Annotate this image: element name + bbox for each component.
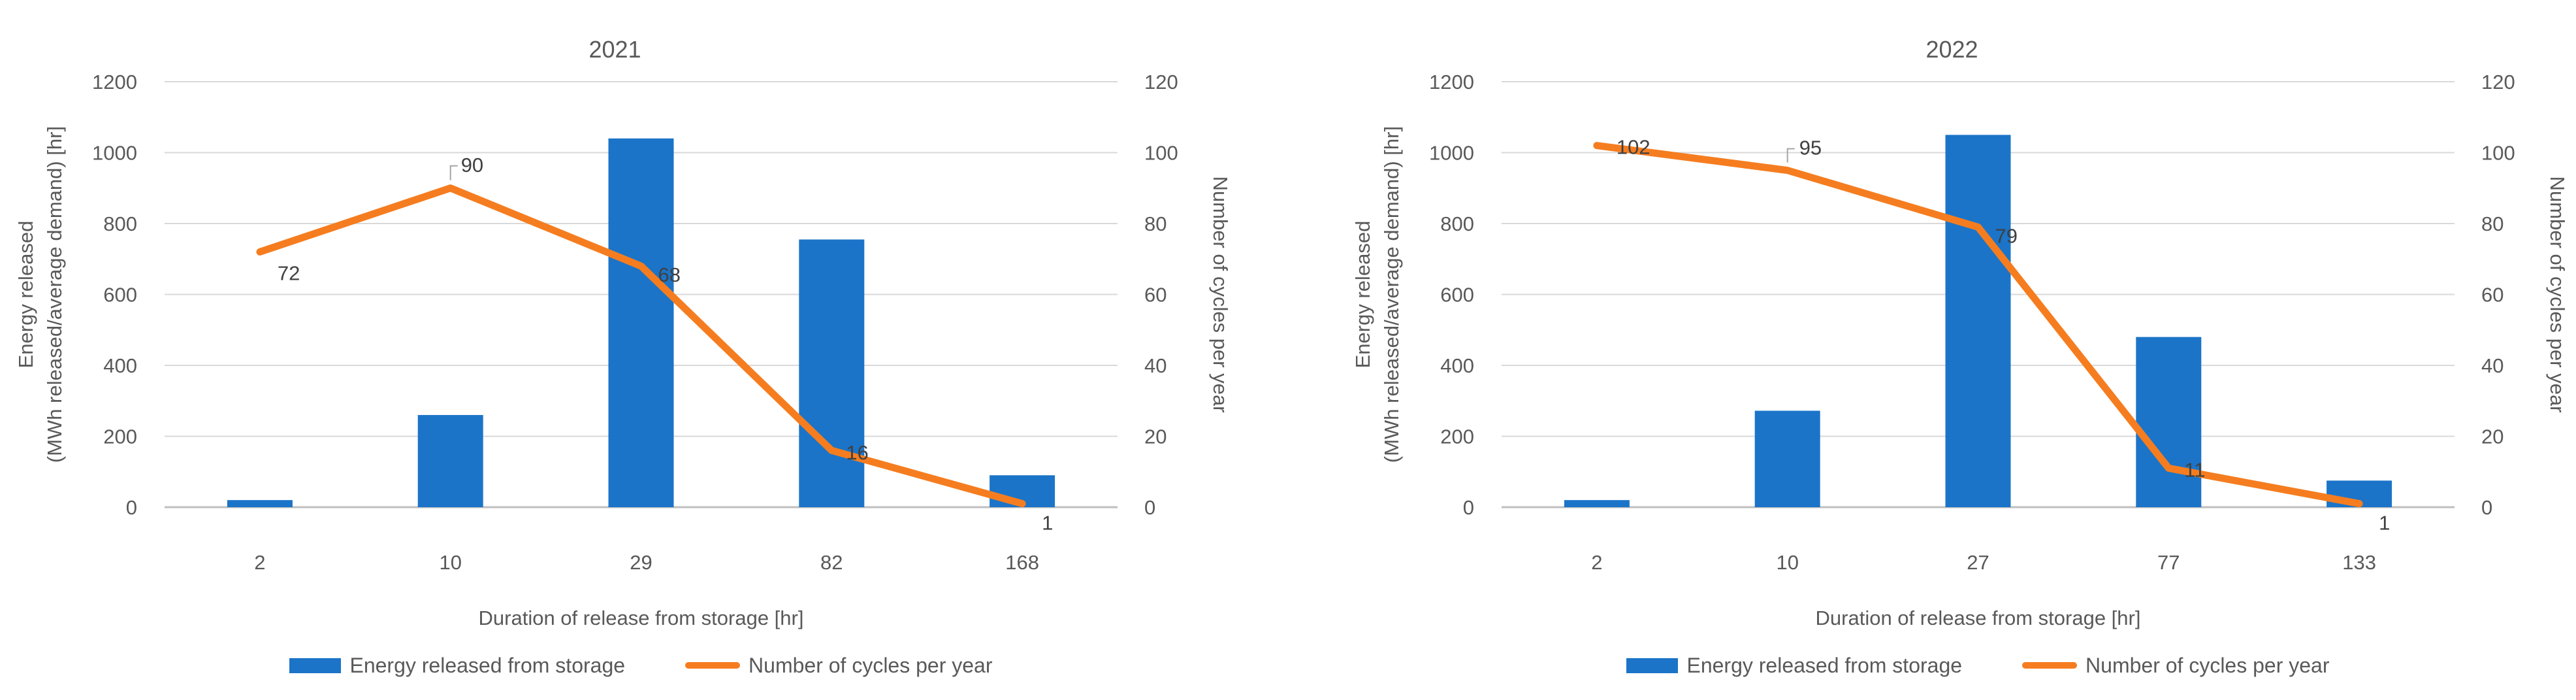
y-axis-left-tick-0: 0 [1463,496,1474,519]
data-label-79: 79 [1995,224,2018,247]
legend-item-bar: Energy released from storage [1626,654,1962,678]
data-label-102: 102 [1617,136,1650,159]
chart-title-2022: 2022 [1925,36,1978,63]
bar-swatch-icon [1626,658,1679,673]
chart-title-2021: 2021 [588,36,641,63]
y-axis-left-tick-200: 200 [103,425,137,448]
y-axis-right-tick-80: 80 [1144,212,1167,235]
y-axis-right-title: Number of cycles per year [2546,176,2569,413]
y-axis-left-tick-1200: 1200 [92,71,137,93]
bar-swatch-icon [289,658,342,673]
y-axis-left-tick-800: 800 [103,212,137,235]
y-axis-right-tick-60: 60 [2481,284,2504,307]
legend-label: Energy released from storage [349,653,626,677]
y-axis-right-tick-120: 120 [2481,71,2515,93]
data-label-72: 72 [278,261,300,284]
y-axis-right-tick-120: 120 [1144,71,1178,93]
y-axis-left-title-line1: Energy released [14,221,37,369]
x-axis-tick-168: 168 [1005,551,1039,574]
legend-item-bar: Energy released from storage [289,654,625,678]
bar-10 [1754,410,1820,507]
y-axis-left-tick-600: 600 [103,284,137,307]
y-axis-left-tick-400: 400 [1440,354,1474,377]
y-axis-right-tick-100: 100 [2481,142,2515,165]
bar-82 [799,239,865,507]
legend-label: Energy released from storage [1686,653,1963,677]
x-axis-tick-10: 10 [439,551,461,574]
data-label-leader-line [1786,148,1795,163]
line-series [256,184,1026,508]
bar-2 [1564,500,1630,507]
y-axis-left-title-line2: (MWh released/average demand) [hr] [1380,126,1403,463]
data-label-16: 16 [846,441,868,464]
y-axis-left-tick-600: 600 [1440,284,1474,307]
y-axis-right-tick-60: 60 [1144,284,1167,307]
x-axis-title: Duration of release from storage [hr] [1816,607,2141,629]
data-label-11: 11 [2184,458,2205,481]
y-axis-right-tick-20: 20 [2481,425,2504,448]
x-axis-tick-29: 29 [630,551,652,574]
y-axis-right-tick-0: 0 [2481,496,2492,519]
x-axis-tick-77: 77 [2157,551,2180,574]
chart-2022: 0 200 400 600 800 1000 1200 0 20 40 60 80 100 120 2022… [1351,36,2569,629]
data-label-68: 68 [658,263,681,286]
data-label-95: 95 [1799,137,1822,159]
y-axis-right-tick-0: 0 [1144,496,1155,519]
y-axis-left-tick-1000: 1000 [1429,142,1474,165]
y-axis-left-tick-1200: 1200 [1429,71,1474,93]
bar-2 [227,500,293,507]
legend-2021: Energy released from storage Number of cy… [165,650,1118,680]
line-swatch-icon [2022,662,2078,669]
bar-series [227,138,1055,508]
y-axis-left-tick-1000: 1000 [92,142,137,165]
x-axis-tick-2: 2 [1591,551,1602,574]
y-axis-right-tick-80: 80 [2481,212,2504,235]
x-axis-tick-82: 82 [820,551,843,574]
y-axis-left-title-line1: Energy released [1351,221,1374,369]
legend-label: Number of cycles per year [749,653,993,677]
x-axis-tick-2: 2 [254,551,265,574]
data-label-1: 1 [1042,512,1053,535]
line-swatch-icon [685,662,741,669]
x-axis-tick-133: 133 [2342,551,2376,574]
legend-item-line: Number of cycles per year [2022,653,2330,678]
data-label-leader-line [449,165,458,180]
legend-label: Number of cycles per year [2085,653,2330,677]
y-axis-left-tick-0: 0 [126,496,137,519]
chart-2021: 0 200 400 600 800 1000 1200 0 20 40 60 80 100 120 2021… [14,36,1232,629]
data-label-1: 1 [2379,512,2390,535]
legend-2022: Energy released from storage Number of cy… [1502,650,2455,680]
line-series [1593,142,2363,508]
y-axis-left-title-line2: (MWh released/average demand) [hr] [43,126,66,463]
y-axis-right-title: Number of cycles per year [1209,176,1232,413]
y-axis-right-tick-40: 40 [1144,354,1167,377]
bar-series [1564,135,2392,507]
data-label-90: 90 [461,154,483,176]
y-axis-right-tick-40: 40 [2481,354,2504,377]
y-axis-left-tick-800: 800 [1440,212,1474,235]
x-axis-title: Duration of release from storage [hr] [479,607,804,629]
bar-10 [417,414,483,507]
bar-77 [2136,337,2202,507]
legend-item-line: Number of cycles per year [685,653,993,678]
x-axis-tick-27: 27 [1967,551,1989,574]
y-axis-right-tick-20: 20 [1144,425,1167,448]
bar-27 [1945,135,2011,507]
y-axis-left-tick-200: 200 [1440,425,1474,448]
y-axis-left-tick-400: 400 [103,354,137,377]
bar-29 [608,138,674,508]
y-axis-right-tick-100: 100 [1144,142,1178,165]
x-axis-tick-10: 10 [1776,551,1798,574]
